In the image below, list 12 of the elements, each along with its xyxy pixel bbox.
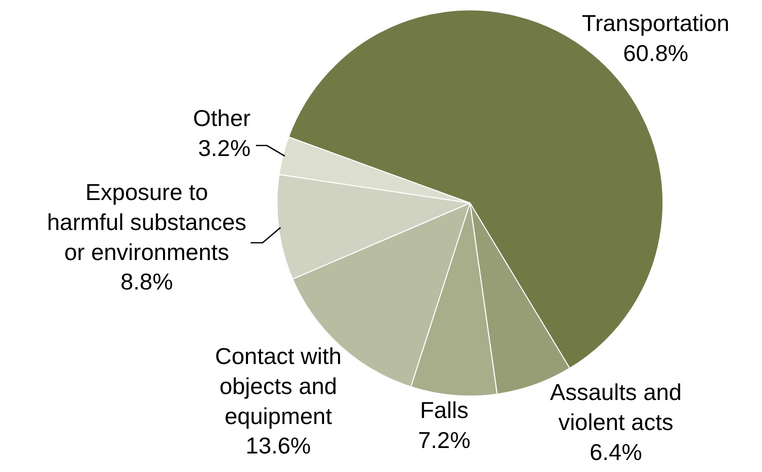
data-label: 8.8% [120,268,173,295]
data-label: 60.8% [623,40,688,66]
data-label: 13.6% [246,432,311,459]
slice-label: Contact with objects and equipment [215,343,342,429]
data-label: 6.4% [590,438,642,465]
slice-label: Transportation [582,10,730,36]
data-label: 3.2% [198,134,251,161]
slice-label: Falls [420,397,468,423]
slice-label: Other [193,105,251,131]
slice-label: Exposure to harmful substances or environments [47,179,246,265]
data-label: 7.2% [418,426,470,453]
slice-label: Assaults and violent acts [550,379,682,435]
